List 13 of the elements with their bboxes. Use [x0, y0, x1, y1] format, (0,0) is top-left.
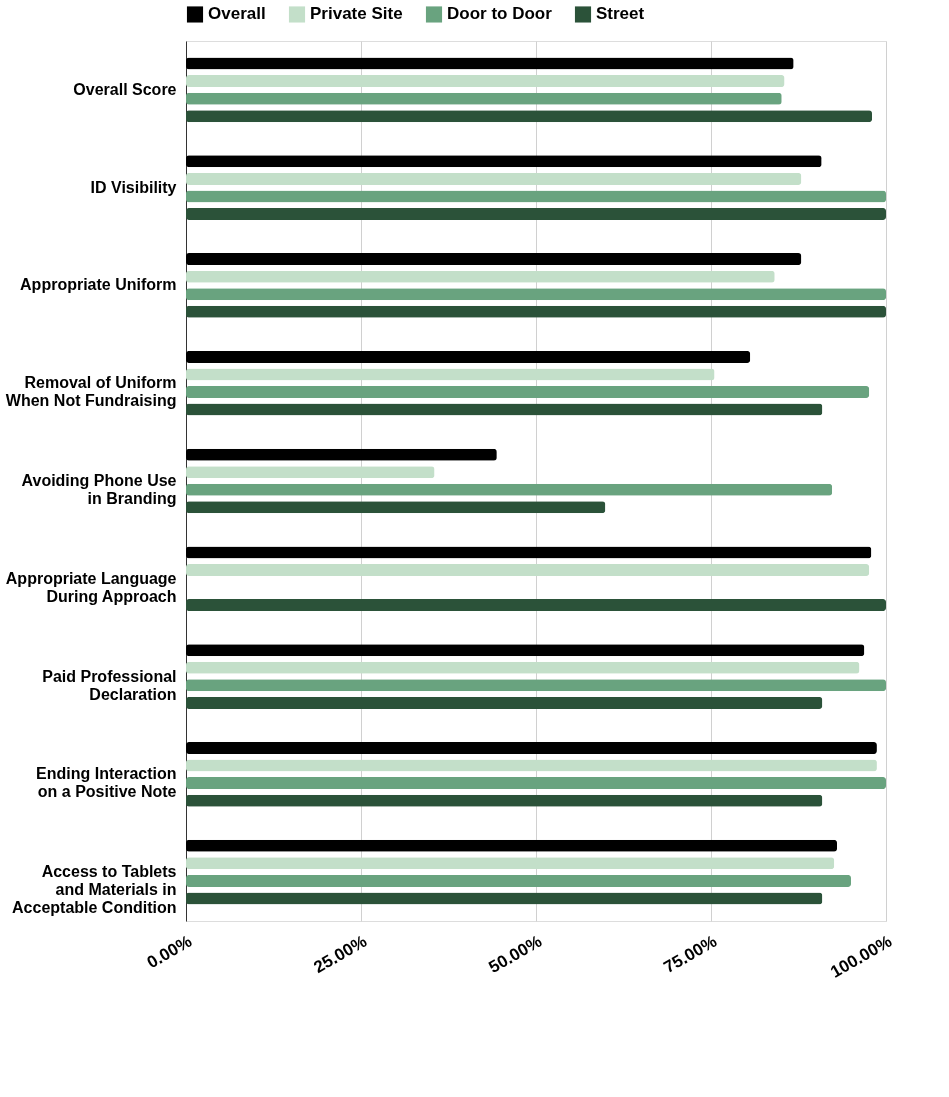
y-tick-label: Access to Tablets and Materials in Acceptable Condition	[12, 863, 177, 917]
y-tick-label: Removal of Uniform When Not Fundraising	[5, 374, 177, 410]
y-tick-label: Paid Professional Declaration	[42, 667, 177, 703]
legend-label: Door to Door	[447, 4, 553, 24]
y-tick-label: Ending Interaction on a Positive Note	[36, 765, 177, 801]
y-tick-label: Overall Score	[73, 80, 177, 98]
y-tick-label: Appropriate Uniform	[20, 276, 177, 294]
legend-label: Street	[596, 4, 645, 24]
y-tick-label: Avoiding Phone Use in Branding	[21, 472, 177, 507]
y-tick-label: Appropriate Language During Approach	[5, 569, 177, 605]
y-tick-label: ID Visibility	[90, 178, 177, 196]
legend-label: Private Site	[310, 4, 403, 24]
legend-label: Overall	[208, 4, 266, 24]
